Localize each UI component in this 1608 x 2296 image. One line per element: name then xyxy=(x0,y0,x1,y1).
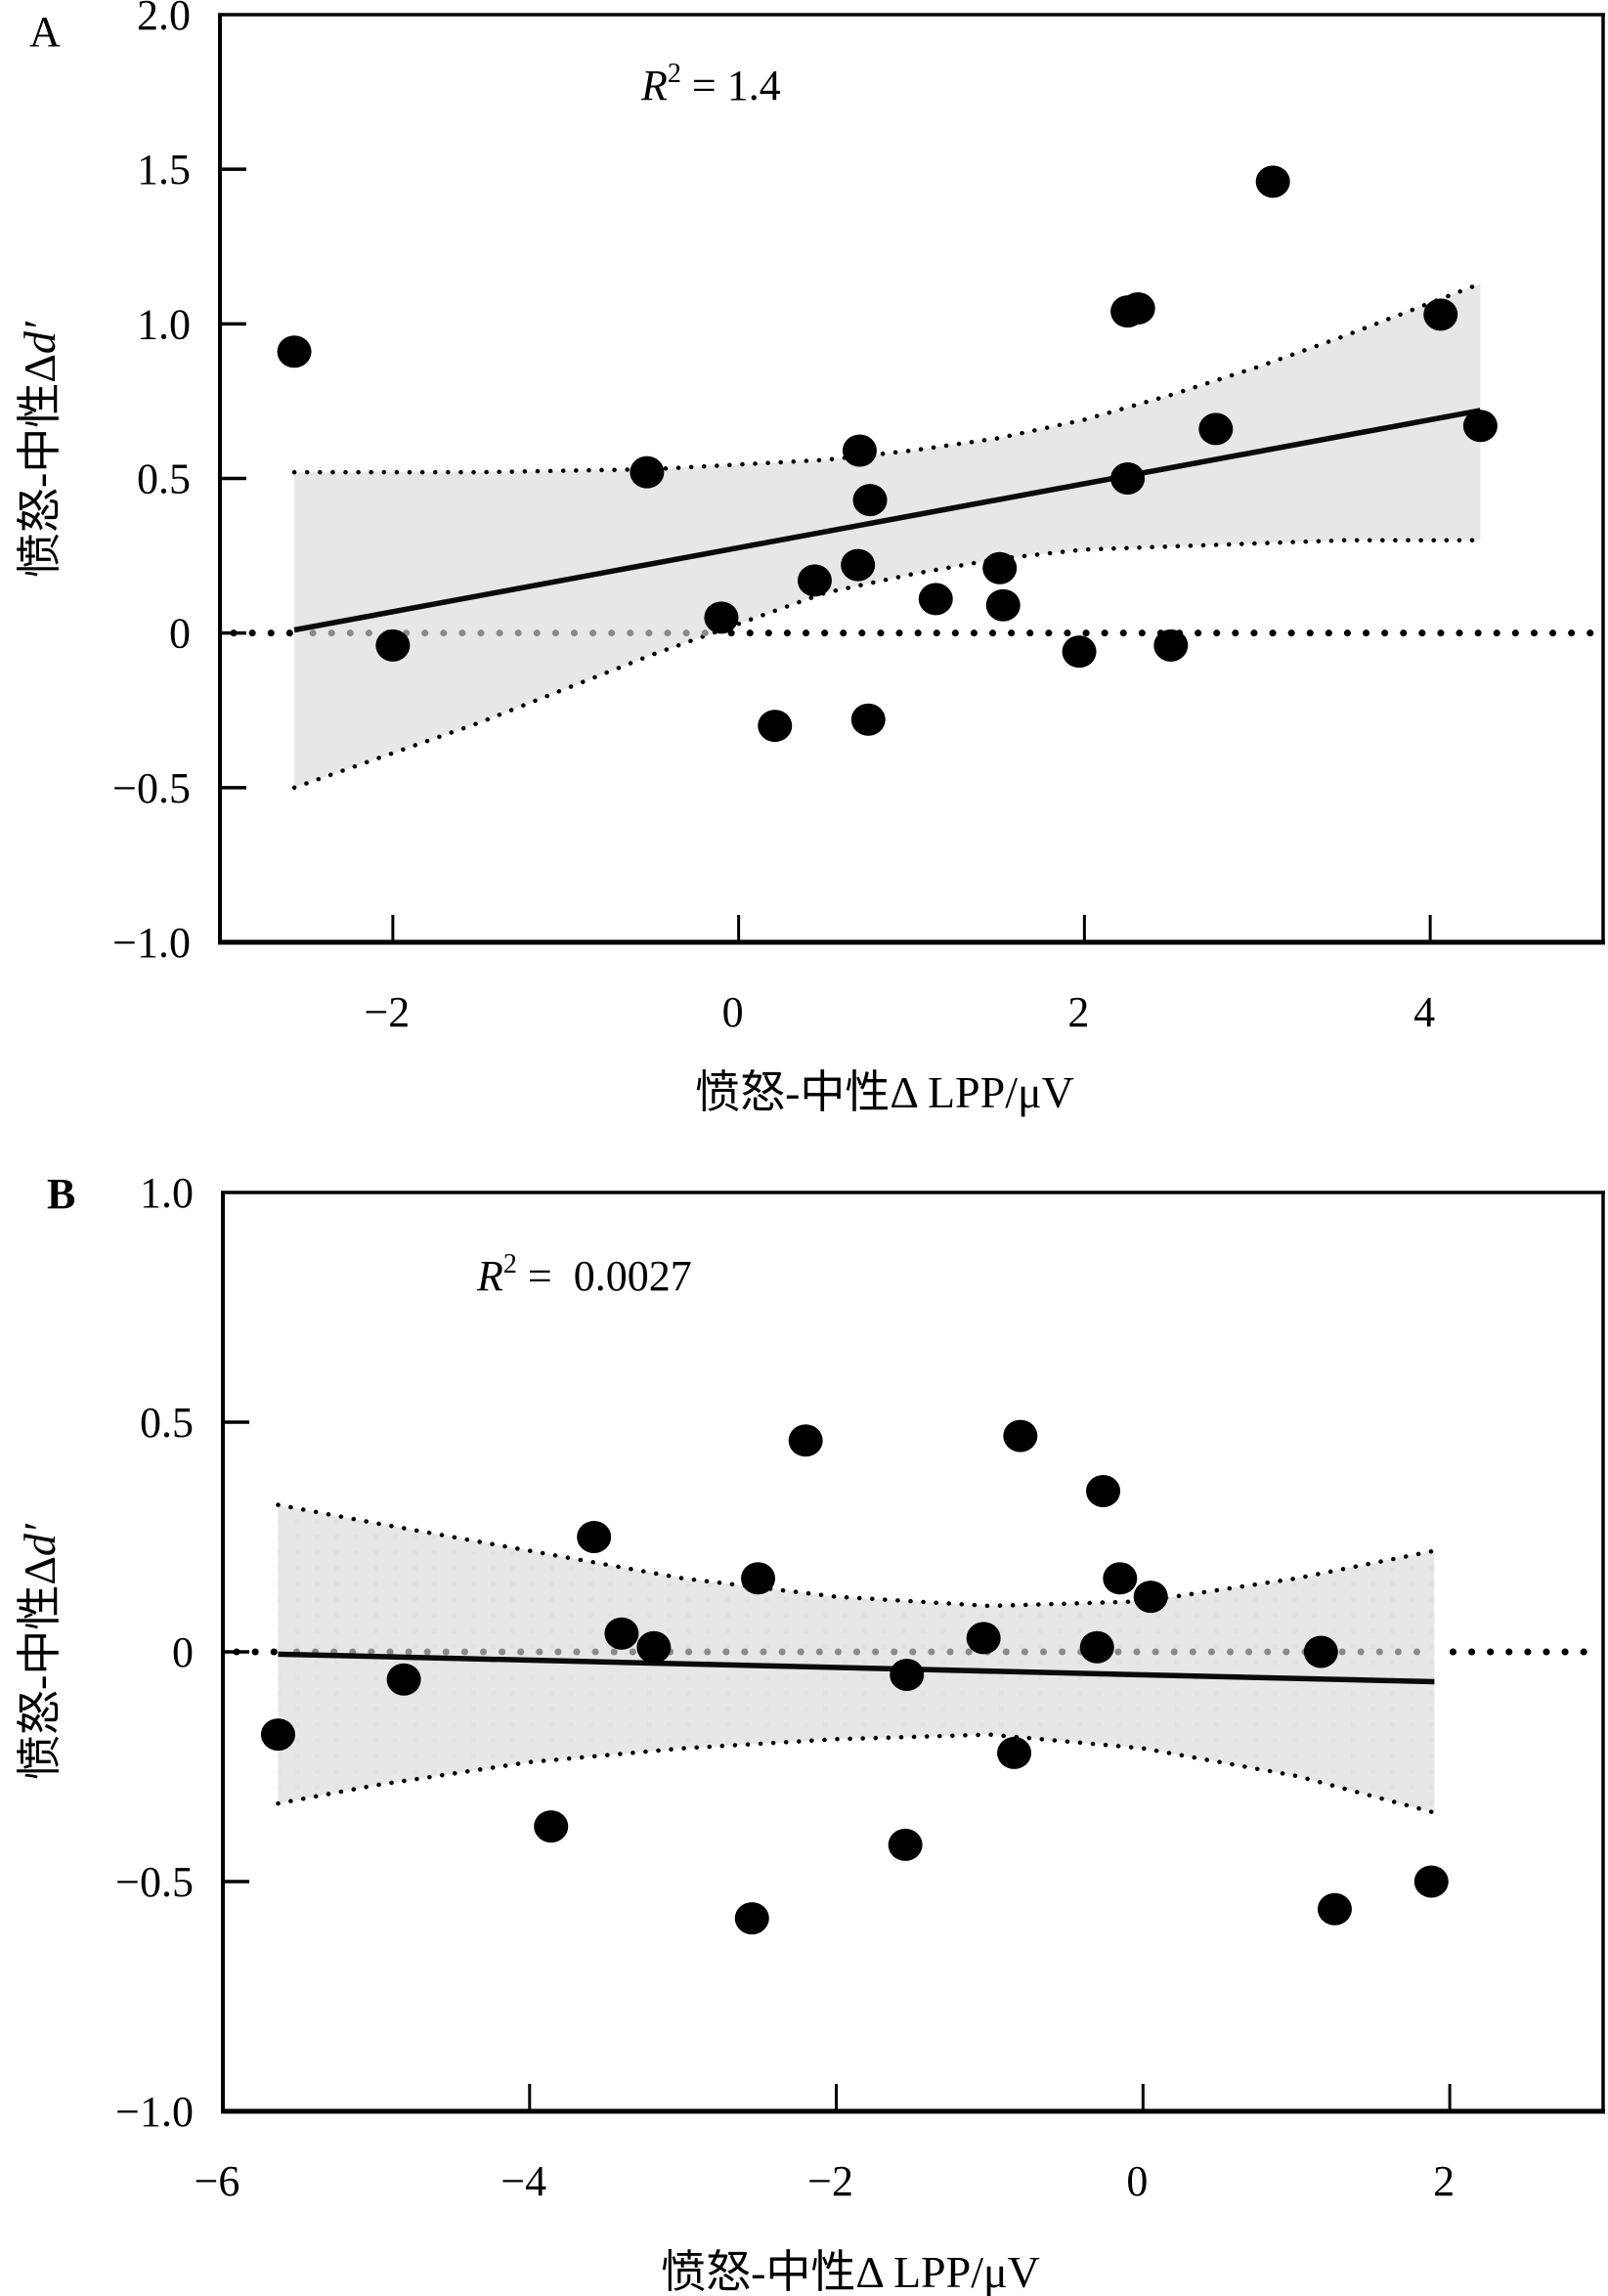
panel-b-data-point xyxy=(741,1562,776,1595)
panel-a-data-point xyxy=(841,548,876,582)
panel-b-y-tick-label: −1.0 xyxy=(115,2088,194,2136)
panel-b-axes: 1.0 0.5 0 −0.5 −1.0−6 −4 −2 0 2 xyxy=(115,1169,1605,2205)
panel-a-data-point xyxy=(704,601,739,634)
panel-a-data-point xyxy=(918,583,953,616)
panel-a-regression-line xyxy=(293,408,1481,633)
panel-a-confidence-band xyxy=(291,281,1483,791)
panel-b-data-point xyxy=(1303,1635,1338,1668)
panel-a-data-point xyxy=(630,455,665,489)
panel-b-data-point xyxy=(1086,1475,1121,1507)
panel-b-fit-line xyxy=(278,1651,1435,1685)
panel-b-data-point xyxy=(386,1663,421,1696)
panel-a-data-point xyxy=(1153,628,1189,662)
panel-a-data-point xyxy=(1255,165,1290,198)
panel-a-data-point xyxy=(1198,412,1234,446)
panel-a-y-tick-label: 1.5 xyxy=(137,146,191,194)
panel-b-data-point xyxy=(734,1902,769,1935)
panel-b: B 1.00.50−0.5−1.0−6 −4 −2 0 2 R2 = 0.0027 愤怒… xyxy=(15,1169,1605,2296)
panel-a-data-point xyxy=(758,710,793,743)
panel-a-points xyxy=(277,165,1498,743)
panel-a-data-point xyxy=(842,434,877,467)
panel-a-data-point xyxy=(852,484,888,517)
panel-a-y-axis-title: 愤怒-中性Δd′ xyxy=(15,321,65,578)
panel-a-data-point xyxy=(850,703,886,736)
panel-a: A 2.01.51.00.50−0.5−1.0−2 0 2 4 R2 = 1.4 愤怒… xyxy=(15,0,1605,1117)
panel-a-y-axis-title-main: 愤怒-中性Δ xyxy=(15,354,65,578)
panel-a-data-point xyxy=(1120,292,1155,325)
panel-a-r2-annotation: R2 = 1.4 xyxy=(640,59,781,109)
panel-b-data-point xyxy=(1003,1419,1038,1452)
panel-b-data-point xyxy=(577,1521,612,1553)
panel-a-r2-symbol: R xyxy=(640,62,668,109)
panel-b-band-lower xyxy=(276,1732,1437,1815)
panel-a-x-tick-label: −2 xyxy=(364,988,410,1036)
panel-b-data-point xyxy=(260,1718,295,1752)
panel-b-data-point xyxy=(1317,1892,1352,1926)
panel-b-data-point xyxy=(534,1810,569,1843)
panel-a-x-tick-label: 4 xyxy=(1413,988,1435,1036)
panel-a-band-area xyxy=(294,283,1481,788)
panel-b-data-point xyxy=(788,1424,823,1457)
panel-b-data-point xyxy=(1413,1865,1449,1898)
panel-b-x-tick-label: −2 xyxy=(807,2157,853,2205)
panel-a-data-point xyxy=(797,564,832,597)
panel-a-data-point xyxy=(1462,410,1498,443)
panel-a-y-tick-label: 0 xyxy=(169,610,191,658)
panel-b-y-tick-label: −0.5 xyxy=(115,1858,194,1906)
panel-b-x-tick-label: −4 xyxy=(500,2157,546,2205)
panel-b-data-point xyxy=(1079,1630,1114,1664)
panel-a-data-point xyxy=(277,335,312,368)
panel-b-y-axis-title-italic: d′ xyxy=(15,1523,65,1556)
panel-b-regression-line xyxy=(278,1651,1435,1685)
panel-b-y-tick-label: 1.0 xyxy=(140,1169,194,1217)
panel-a-fit-line xyxy=(293,408,1481,633)
panel-b-data-point xyxy=(1133,1581,1168,1614)
panel-a-data-point xyxy=(375,628,411,662)
panel-a-label: A xyxy=(29,8,61,56)
panel-b-x-tick-label: 0 xyxy=(1126,2157,1148,2205)
panel-a-x-tick-label: 0 xyxy=(722,988,744,1036)
panel-b-y-tick-label: 0.5 xyxy=(140,1399,194,1447)
panel-b-data-point xyxy=(1103,1562,1138,1595)
panel-b-data-point xyxy=(888,1828,923,1861)
panel-a-data-point xyxy=(1423,298,1458,331)
panel-b-confidence-band xyxy=(276,1502,1437,1815)
panel-a-data-point xyxy=(1110,462,1146,495)
panel-a-y-tick-label: −1.0 xyxy=(112,919,191,967)
panel-b-data-point xyxy=(997,1736,1032,1769)
panel-a-data-point xyxy=(985,588,1021,622)
panel-b-data-point xyxy=(966,1622,1001,1655)
panel-a-x-tick-label: 2 xyxy=(1067,988,1089,1036)
panel-a-r2-value: = 1.4 xyxy=(681,62,781,109)
panel-a-data-point xyxy=(1062,635,1097,669)
panel-b-x-tick-label: 2 xyxy=(1433,2157,1455,2205)
panel-a-band-upper xyxy=(291,281,1483,475)
panel-a-y-tick-label: 2.0 xyxy=(137,0,191,39)
panel-b-data-point xyxy=(890,1659,925,1691)
panel-b-y-tick-label: 0 xyxy=(172,1628,194,1676)
panel-a-y-axis-title-italic: d′ xyxy=(15,321,65,354)
panel-b-r2-value: = 0.0027 xyxy=(517,1252,692,1300)
panel-a-y-tick-label: 1.0 xyxy=(137,300,191,348)
panel-b-r2-superscript: 2 xyxy=(503,1249,517,1279)
panel-a-y-tick-label: 0.5 xyxy=(137,455,191,503)
panel-b-y-axis-title: 愤怒-中性Δd′ xyxy=(15,1523,65,1780)
panel-b-y-axis-title-main: 愤怒-中性Δ xyxy=(15,1556,65,1780)
panel-b-data-point xyxy=(636,1630,672,1664)
panel-b-band-upper xyxy=(276,1502,1437,1609)
panel-a-x-axis-title: 愤怒-中性Δ LPP/μV xyxy=(695,1067,1074,1117)
panel-a-axes: 2.0 1.5 1.0 0.5 0 −0.5 −1.0 −2 0 2 4 xyxy=(112,0,1605,1036)
panel-a-r2-superscript: 2 xyxy=(668,59,681,89)
panel-b-band-area xyxy=(278,1504,1435,1813)
panel-b-x-tick-label: −6 xyxy=(195,2157,240,2205)
panel-b-r2-annotation: R2 = 0.0027 xyxy=(476,1249,692,1300)
panel-a-data-point xyxy=(982,551,1018,585)
panel-a-y-tick-label: −0.5 xyxy=(112,764,191,812)
panel-b-r2-symbol: R xyxy=(476,1252,503,1300)
panel-b-data-point xyxy=(604,1617,639,1650)
panel-b-label: B xyxy=(47,1170,75,1218)
panel-b-x-axis-title: 愤怒-中性Δ LPP/μV xyxy=(661,2247,1040,2296)
panel-b-points xyxy=(260,1419,1449,1935)
